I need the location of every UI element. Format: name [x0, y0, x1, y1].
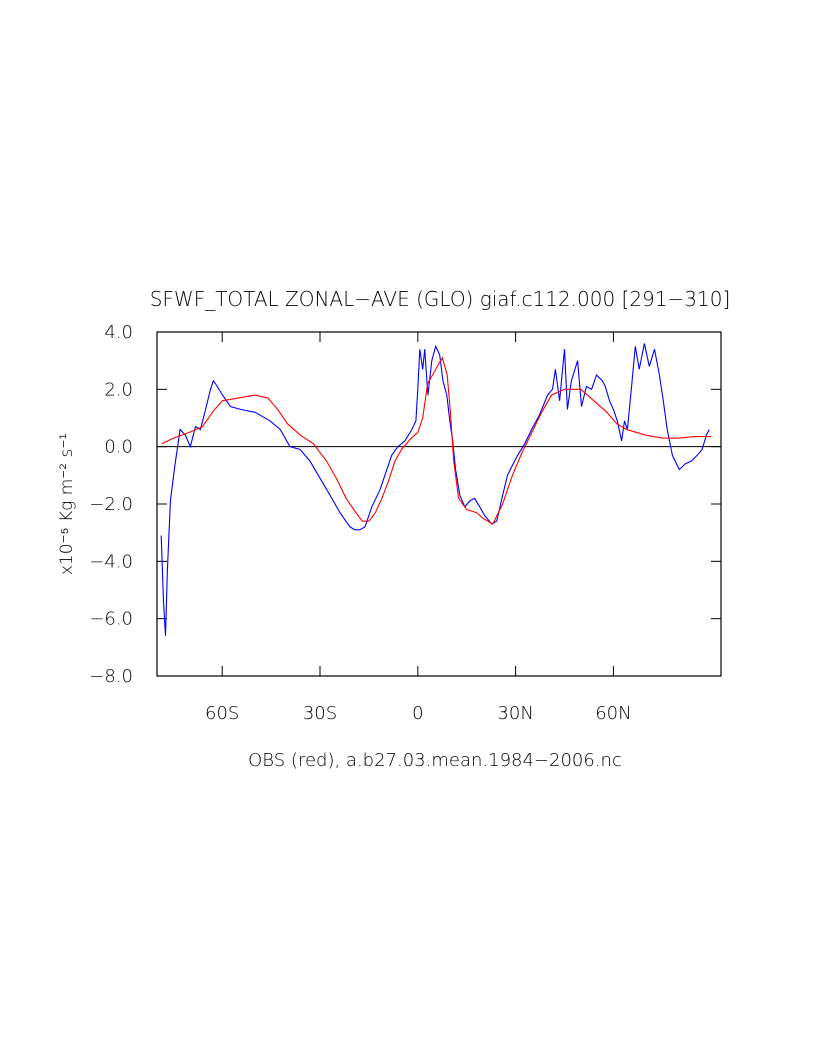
- y-axis-label: x10⁻⁵ Kg m⁻² s⁻¹: [57, 433, 77, 575]
- x-axis-label: OBS (red), a.b27.03.mean.1984−2006.nc: [248, 750, 622, 771]
- series-line: [160, 343, 710, 636]
- x-tick-label: 60N: [595, 703, 631, 724]
- x-tick-label: 30S: [303, 703, 337, 724]
- y-tick-label: 4.0: [104, 322, 133, 343]
- y-tick-label: −6.0: [89, 609, 133, 630]
- x-tick-label: 0: [412, 703, 423, 724]
- y-tick-label: −8.0: [89, 666, 133, 687]
- series-line: [161, 356, 712, 525]
- y-tick-label: −4.0: [89, 551, 133, 572]
- y-tick-label: 0.0: [104, 437, 133, 458]
- x-tick-label: 60S: [205, 703, 239, 724]
- chart-title: SFWF_TOTAL ZONAL−AVE (GLO) giaf.c112.000…: [150, 287, 731, 311]
- x-tick-label: 30N: [497, 703, 533, 724]
- y-tick-label: 2.0: [104, 379, 133, 400]
- y-tick-label: −2.0: [89, 494, 133, 515]
- plot-frame: [156, 331, 722, 677]
